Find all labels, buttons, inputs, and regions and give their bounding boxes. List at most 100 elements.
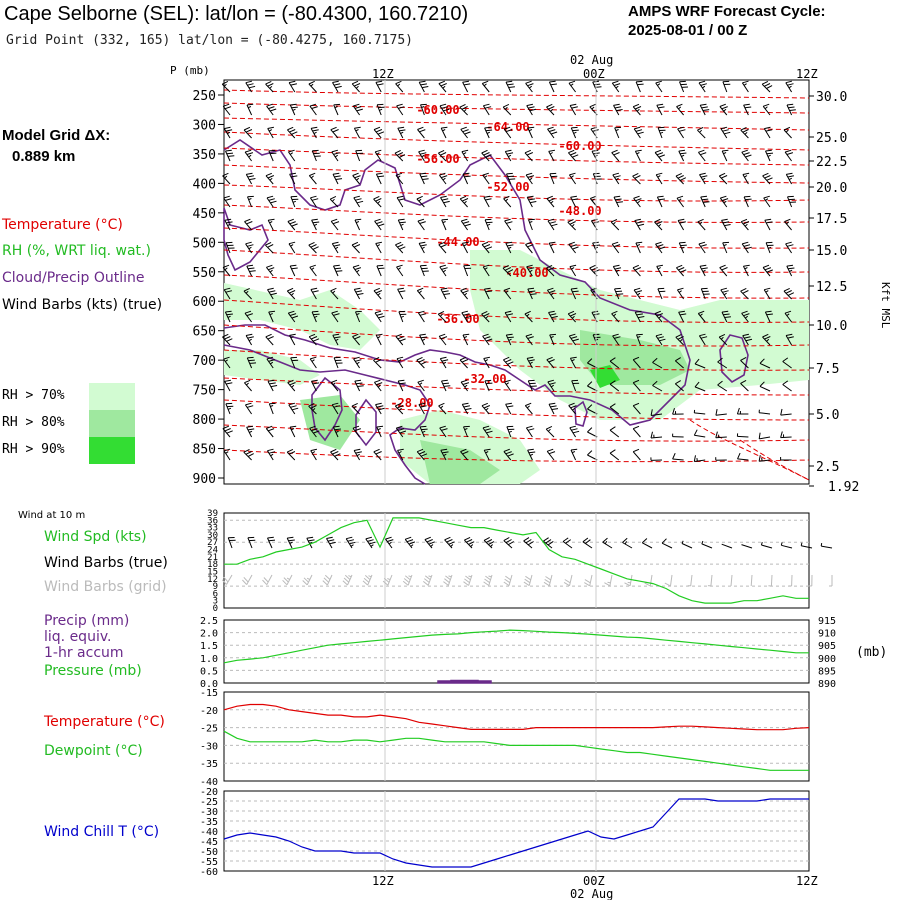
wind-barb (438, 172, 448, 185)
wind-barb (373, 448, 382, 461)
wind-barb (741, 241, 752, 254)
wind-barb-grid (750, 574, 753, 587)
wind-barb (761, 80, 773, 93)
wind-barb (570, 448, 578, 461)
temperature-label: -36.00 (436, 312, 479, 326)
wind-barb (267, 126, 275, 139)
wind-barb (633, 195, 642, 208)
wind-barb (223, 195, 232, 208)
wind-chill-line (223, 798, 809, 868)
wind-barb (267, 218, 275, 231)
wind-barb (785, 80, 794, 93)
wind-barb (656, 264, 663, 277)
wind-chill-panel-frame (223, 790, 810, 872)
precip-tick: 2.5 (200, 616, 218, 627)
wind-barb (460, 218, 471, 231)
wind-barb-grid (402, 574, 413, 586)
wind-barb (654, 218, 663, 231)
wind-barb (614, 287, 624, 300)
wind-barb-true (721, 543, 733, 549)
wind-barb-grid (443, 574, 453, 586)
wind-barb-true (503, 537, 515, 549)
forecast-cycle-label: AMPS WRF Forecast Cycle: (628, 3, 826, 20)
wind-barb-grid (687, 574, 693, 587)
height-tick: 1.92 (828, 480, 859, 495)
wind-barb (243, 287, 252, 300)
wind-barb (656, 195, 665, 208)
wind-barb-grid (624, 574, 633, 587)
top-tick-12z-b: 12Z (796, 67, 818, 81)
legend-rh80: RH > 80% (2, 415, 65, 430)
model-grid-value: 0.889 km (12, 148, 76, 165)
wind-barb (268, 402, 276, 415)
wind-barb (743, 195, 752, 208)
kft-axis-label: Kft MSL (879, 282, 892, 329)
wind-barb (611, 149, 620, 162)
wind-barb (758, 432, 771, 440)
wind-barb (266, 103, 277, 116)
wind-barb (784, 218, 792, 231)
wind-barb (225, 402, 234, 415)
pressure-tick: 900 (193, 472, 216, 487)
wind-barb (245, 172, 256, 185)
wind-barb (244, 218, 253, 231)
top-date-label: 02 Aug (570, 53, 613, 67)
wind-barb (397, 218, 406, 231)
wind-barb (697, 310, 706, 323)
wind-barb (764, 218, 773, 231)
wind-barb (223, 356, 231, 369)
wind-barb-grid (221, 574, 233, 585)
wind-barb (481, 241, 493, 254)
wind-barb (657, 126, 666, 139)
wind-barb (289, 172, 298, 185)
wind-barb-grid (563, 574, 573, 587)
wind-tick: 24 (207, 546, 218, 556)
wind-barb (783, 126, 792, 139)
wind-barb-true (602, 537, 613, 549)
pressure-panel-frame (223, 619, 810, 684)
wind-barb (462, 80, 471, 93)
wind-barb (783, 287, 795, 300)
wind-barb (547, 126, 558, 139)
wind-barb (656, 103, 665, 116)
wind-barb (418, 241, 427, 254)
legend-pressure: Pressure (mb) (44, 663, 142, 679)
wind-barb (374, 218, 385, 231)
wind-tick: 15 (207, 567, 218, 577)
wind-tick: 0 (213, 604, 218, 614)
wind-barb (636, 333, 643, 346)
wind-barb (353, 448, 362, 461)
wind-barb (222, 103, 232, 116)
wind-barb (525, 172, 535, 185)
wind-barb (309, 195, 319, 208)
chill-tick: -30 (200, 807, 218, 818)
wind-barb (763, 287, 771, 300)
bottom-date-label: 02 Aug (570, 887, 613, 900)
wind-barb (330, 448, 341, 461)
wind-barb (717, 357, 728, 369)
wind-barb (330, 379, 339, 392)
wind-barb (504, 149, 514, 162)
wind-barb (547, 218, 558, 231)
wind-barb (632, 379, 641, 392)
wind-barb (693, 429, 706, 438)
wind-barb (417, 310, 427, 323)
wind-barb-true (286, 536, 295, 549)
wind-barb (287, 379, 296, 392)
wind-barb (331, 310, 340, 323)
wind-barb-true (562, 537, 573, 549)
wind-barb (376, 264, 385, 277)
wind-barb (438, 80, 447, 93)
wind-barb (546, 448, 556, 461)
wind-barb (609, 380, 620, 392)
wind-barb (632, 103, 642, 116)
wind-barb (742, 264, 750, 277)
wind-barb (784, 310, 792, 323)
wind-barb (266, 448, 276, 461)
wind-barb-true (780, 542, 793, 549)
wind-barb (612, 172, 621, 185)
wind-barb-true (661, 538, 673, 549)
wind-barb (483, 287, 493, 300)
wind-barb (719, 264, 728, 277)
wind-tick: 9 (213, 582, 218, 592)
